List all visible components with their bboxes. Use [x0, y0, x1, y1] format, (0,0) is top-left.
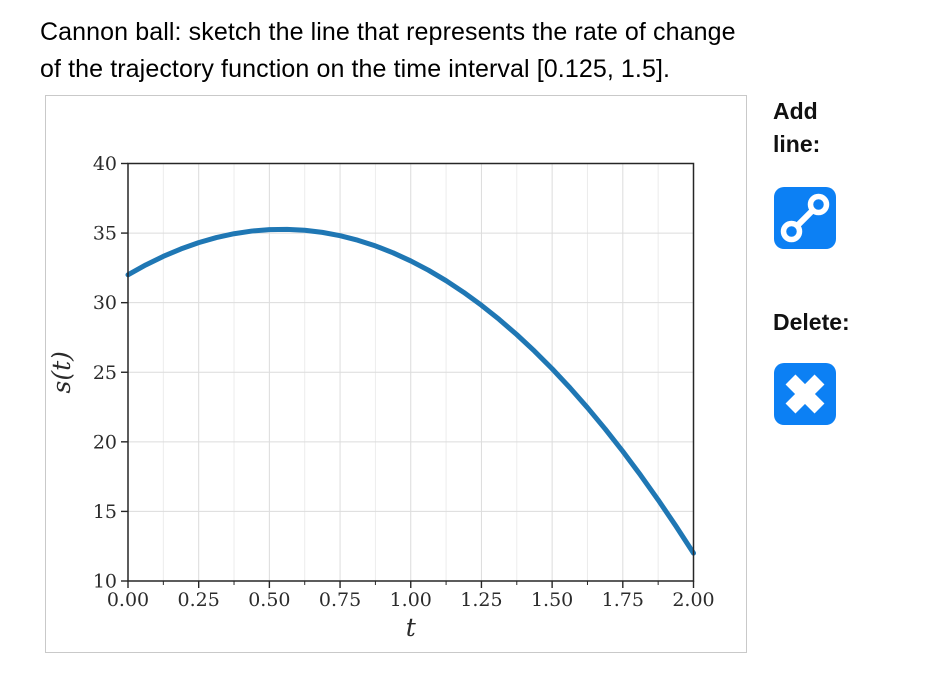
svg-text:0.50: 0.50	[248, 589, 290, 611]
page-title: Cannon ball: sketch the line that repres…	[40, 14, 820, 88]
svg-text:0.00: 0.00	[107, 589, 149, 611]
svg-text:35: 35	[93, 223, 117, 245]
svg-text:s(t): s(t)	[47, 351, 76, 393]
svg-text:1.50: 1.50	[531, 589, 573, 611]
svg-text:15: 15	[93, 501, 117, 523]
svg-text:2.00: 2.00	[672, 589, 714, 611]
add-line-button[interactable]	[774, 187, 836, 249]
svg-text:40: 40	[93, 153, 117, 175]
svg-text:25: 25	[93, 362, 117, 384]
delete-label: Delete:	[773, 309, 850, 335]
trajectory-chart-panel: 0.00 0.25 0.50 0.75 1.00 1.25 1.50 1.75 2.00 10 15…	[45, 95, 747, 653]
trajectory-chart-canvas[interactable]: 0.00 0.25 0.50 0.75 1.00 1.25 1.50 1.75 2.00 10 15…	[46, 96, 746, 652]
svg-text:0.75: 0.75	[319, 589, 361, 611]
svg-text:10: 10	[93, 571, 117, 593]
svg-text:30: 30	[93, 292, 117, 314]
line-segment-icon	[780, 193, 830, 243]
page-title-line1: Cannon ball: sketch the line that repres…	[40, 18, 736, 46]
svg-text:20: 20	[93, 431, 117, 453]
svg-text:1.75: 1.75	[602, 589, 644, 611]
svg-text:t: t	[406, 613, 417, 642]
add-line-label: Add line:	[773, 98, 821, 157]
page-title-line2: of the trajectory function on the time i…	[40, 55, 671, 83]
svg-text:0.25: 0.25	[178, 589, 220, 611]
x-cross-icon	[785, 374, 825, 414]
svg-text:1.00: 1.00	[390, 589, 432, 611]
delete-button[interactable]	[774, 363, 836, 425]
svg-text:1.25: 1.25	[460, 589, 502, 611]
